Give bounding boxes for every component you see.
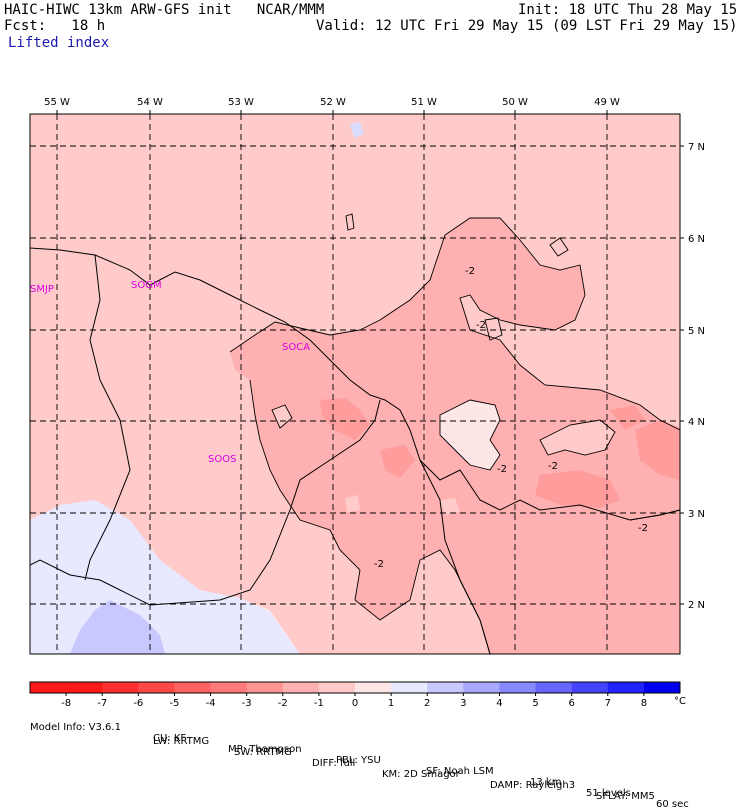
color-scale-ticks: -8 -7 -6 -5 -4 -3 -2 -1 0 1 2 3 4 5 6 7 8 <box>61 693 647 709</box>
contour-label: -2 <box>497 464 507 475</box>
station-label-sogm: SOGM <box>131 280 162 291</box>
color-scale-unit: °C <box>674 696 686 707</box>
color-scale-swatch <box>138 682 175 693</box>
color-scale-tick-label: 2 <box>424 698 430 709</box>
color-scale-swatch <box>102 682 139 693</box>
color-scale-swatch <box>572 682 609 693</box>
footer-item: Model Info: V3.6.1 <box>30 722 121 733</box>
lon-label: 54 W <box>137 97 163 108</box>
color-scale-swatch <box>174 682 211 693</box>
color-scale-swatch <box>644 682 681 693</box>
station-label-soca: SOCA <box>282 342 310 353</box>
lon-label: 53 W <box>228 97 254 108</box>
lon-label: 51 W <box>411 97 437 108</box>
color-scale-swatch <box>30 682 67 693</box>
color-scale-tick-label: -5 <box>169 698 179 709</box>
color-scale-tick-label: 6 <box>568 698 574 709</box>
contour-label: -2 <box>548 461 558 472</box>
color-scale-swatch <box>211 682 248 693</box>
footer-item: SW: RRTMG <box>234 747 292 758</box>
color-scale-tick-label: 5 <box>532 698 538 709</box>
color-scale-swatch <box>319 682 356 693</box>
station-label-soos: SOOS <box>208 454 236 465</box>
lifted-index-map: 55 W 54 W 53 W 52 W 51 W 50 W 49 W 7 N 6… <box>0 0 740 740</box>
lat-label: 5 N <box>688 326 705 337</box>
footer-item: 60 sec <box>656 799 689 810</box>
color-scale-bar <box>30 682 681 693</box>
lat-label: 2 N <box>688 600 705 611</box>
color-scale-tick-label: -4 <box>206 698 216 709</box>
color-scale-tick-label: -2 <box>278 698 288 709</box>
lon-label: 49 W <box>594 97 620 108</box>
contour-label: -2 <box>374 559 384 570</box>
color-scale-tick-label: -6 <box>133 698 143 709</box>
footer-item: SFLAY: MM5 <box>596 791 655 802</box>
color-scale-tick-label: 1 <box>388 698 394 709</box>
contour-label: -2 <box>465 266 475 277</box>
footer-item: DIFF: full <box>312 758 355 769</box>
color-scale-tick-label: 4 <box>496 698 502 709</box>
color-scale-swatch <box>536 682 573 693</box>
color-scale-tick-label: -3 <box>242 698 252 709</box>
footer-item: KM: 2D Smagor <box>382 769 460 780</box>
color-scale-swatch <box>608 682 645 693</box>
color-scale-swatch <box>355 682 392 693</box>
footer-item: LW: RRTMG <box>153 736 209 747</box>
color-scale-tick-label: 8 <box>641 698 647 709</box>
color-scale-swatch <box>66 682 103 693</box>
footer-item: DAMP: Rayleigh3 <box>490 780 575 791</box>
color-scale-swatch <box>283 682 320 693</box>
color-scale-tick-label: -1 <box>314 698 324 709</box>
lon-label: 52 W <box>320 97 346 108</box>
color-scale-tick-label: 3 <box>460 698 466 709</box>
lat-label: 6 N <box>688 234 705 245</box>
color-scale-swatch <box>247 682 284 693</box>
color-scale-tick-label: -8 <box>61 698 71 709</box>
lat-label: 7 N <box>688 142 705 153</box>
lon-label: 50 W <box>502 97 528 108</box>
color-scale-swatch <box>499 682 536 693</box>
color-scale-tick-label: 7 <box>605 698 611 709</box>
color-scale-swatch <box>427 682 464 693</box>
li-island <box>345 495 360 512</box>
color-scale-swatch <box>391 682 428 693</box>
station-label-smjp: SMJP <box>30 284 54 295</box>
color-scale-tick-label: -7 <box>97 698 107 709</box>
color-scale-tick-label: 0 <box>352 698 358 709</box>
footer-physics-info: LW: RRTMG SW: RRTMG DIFF: full KM: 2D Sm… <box>30 725 36 802</box>
lat-label: 4 N <box>688 417 705 428</box>
contour-label: -2 <box>476 320 486 331</box>
contour-label: -2 <box>638 523 648 534</box>
lon-label: 55 W <box>44 97 70 108</box>
lat-label: 3 N <box>688 509 705 520</box>
color-scale-swatch <box>463 682 500 693</box>
